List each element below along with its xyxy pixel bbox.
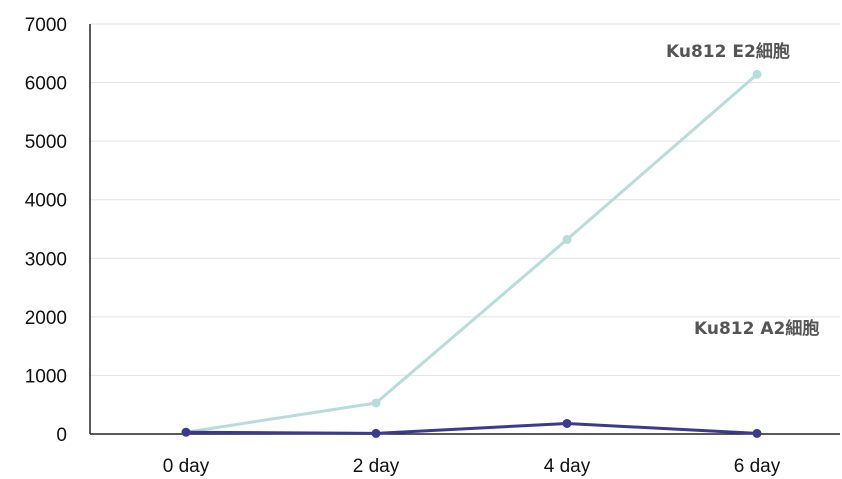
y-tick-label: 3000 xyxy=(25,249,67,270)
y-tick-label: 1000 xyxy=(25,366,67,387)
y-tick-label: 2000 xyxy=(25,308,67,329)
data-point xyxy=(562,235,572,245)
x-tick-label: 0 day xyxy=(163,456,210,477)
data-point xyxy=(562,418,572,428)
series-label-a2: Ku812 A2細胞 xyxy=(694,318,819,339)
y-axis-ticks: 0 1000 2000 3000 4000 5000 6000 7000 xyxy=(25,15,67,446)
series-line-0 xyxy=(185,73,758,434)
gridlines xyxy=(90,23,840,376)
data-point xyxy=(752,428,762,438)
x-axis-ticks: 0 day 2 day 4 day 6 day xyxy=(163,456,781,477)
x-tick-label: 2 day xyxy=(353,456,400,477)
axes xyxy=(89,24,840,435)
series-labels: Ku812 E2細胞 Ku812 A2細胞 xyxy=(666,41,819,339)
data-point xyxy=(181,427,191,437)
series-label-e2: Ku812 E2細胞 xyxy=(666,41,790,62)
y-tick-label: 5000 xyxy=(25,132,67,153)
data-point xyxy=(371,398,381,408)
data-point xyxy=(371,428,381,438)
y-tick-label: 0 xyxy=(56,425,67,446)
data-point xyxy=(752,69,762,79)
x-tick-label: 6 day xyxy=(734,456,781,477)
series-group xyxy=(181,69,762,438)
y-tick-label: 7000 xyxy=(25,15,67,36)
y-tick-label: 6000 xyxy=(25,74,67,95)
x-tick-label: 4 day xyxy=(544,456,591,477)
y-tick-label: 4000 xyxy=(25,191,67,212)
series-line-1 xyxy=(185,421,758,435)
